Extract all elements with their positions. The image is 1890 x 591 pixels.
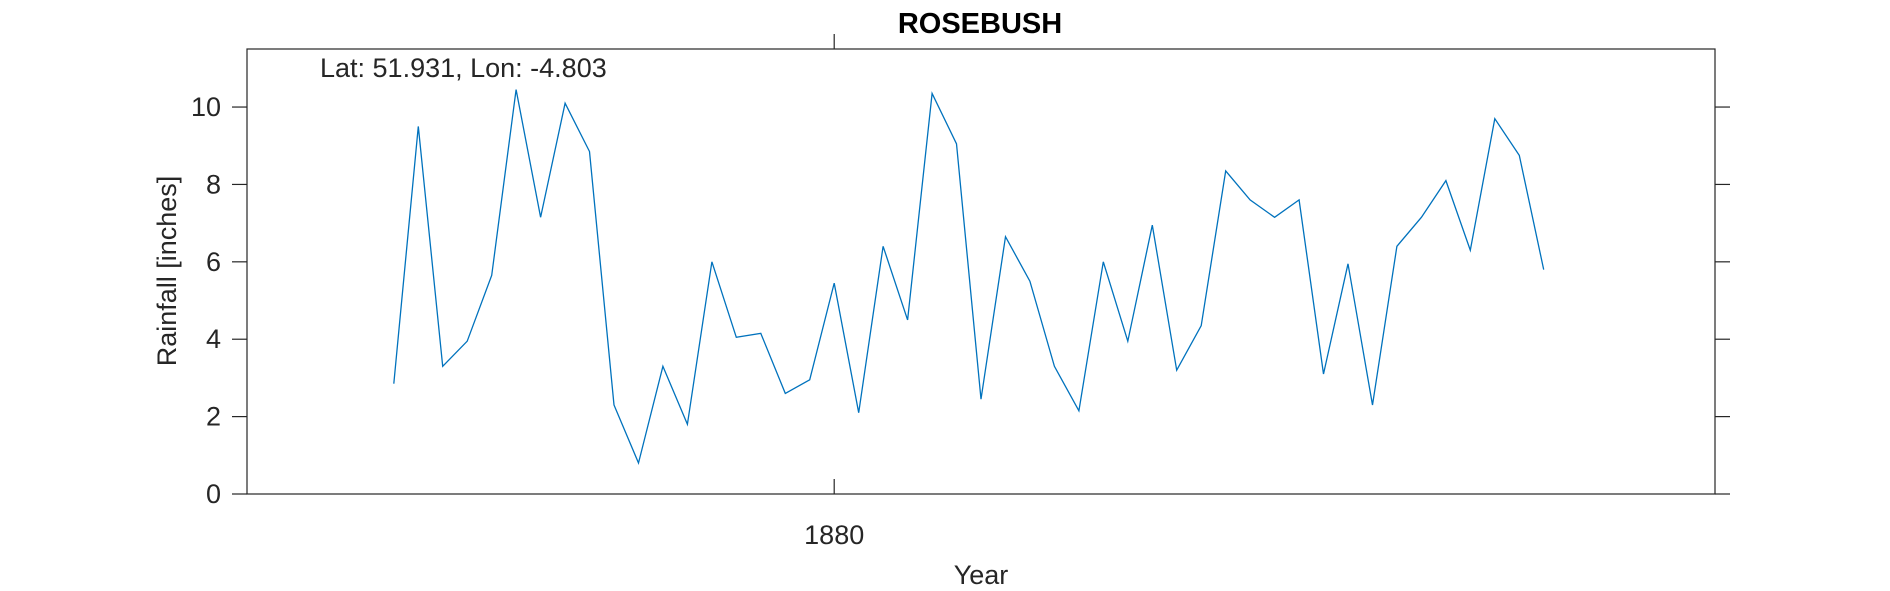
y-tick-label: 0	[206, 479, 221, 509]
rainfall-series-line	[393, 89, 1545, 466]
y-tick-label: 8	[206, 169, 221, 199]
y-tick-label: 4	[206, 324, 221, 354]
chart-title: ROSEBUSH	[898, 8, 1062, 40]
x-axis: 1880	[804, 34, 864, 550]
y-axis: 0 2 4 6 8 10	[191, 92, 1730, 509]
y-tick-label: 10	[191, 92, 221, 122]
x-tick-label: 1880	[804, 520, 864, 550]
y-axis-label: Rainfall [inches]	[152, 176, 182, 367]
location-annotation: Lat: 51.931, Lon: -4.803	[320, 53, 607, 83]
y-tick-label: 2	[206, 402, 221, 432]
plot-area-box	[246, 48, 1716, 495]
x-axis-label: Year	[954, 560, 1009, 590]
y-tick-label: 6	[206, 247, 221, 277]
